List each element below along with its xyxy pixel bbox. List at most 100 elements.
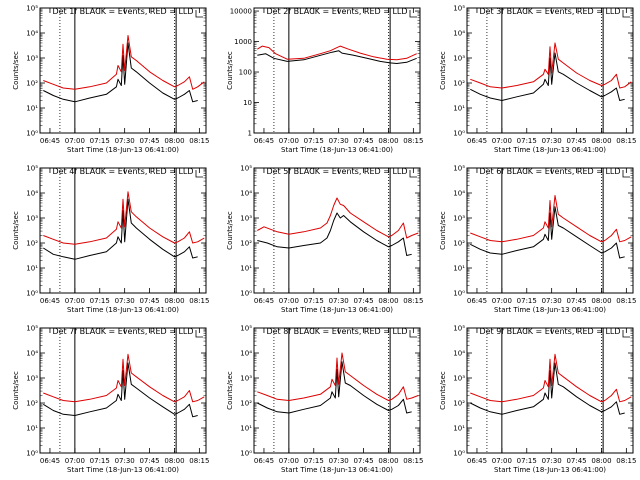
x-axis-label: Start Time (18-Jun-13 06:41:00) <box>281 146 393 154</box>
x-tick-label: 08:15 <box>616 297 636 305</box>
x-axis-label: Start Time (18-Jun-13 06:41:00) <box>67 306 179 314</box>
y-tick-label: 10⁰ <box>26 130 38 138</box>
y-tick-label: 10⁴ <box>453 30 465 38</box>
y-axis-label: Counts/sec <box>439 51 447 90</box>
y-tick-label: 1 <box>248 130 252 138</box>
y-tick-label: 10⁴ <box>26 190 38 198</box>
y-tick-label: 10⁴ <box>240 350 252 358</box>
y-tick-label: 10² <box>26 240 38 248</box>
lld-series-line <box>470 353 632 403</box>
panel-title: Det 4f BLACK = Events, RED = LLD <box>52 167 193 176</box>
y-axis-label: Counts/sec <box>12 51 20 90</box>
events-series-line <box>43 198 198 260</box>
events-series-line <box>257 212 412 256</box>
y-tick-label: 10 <box>243 99 252 107</box>
panel-title: Det 9f BLACK = Events, RED = LLD <box>479 327 620 336</box>
detector-panel-6: Det 6f BLACK = Events, RED = LLD 10⁰ 10¹ 10… <box>439 165 636 315</box>
y-tick-label: 10⁰ <box>453 290 465 298</box>
corner-marker <box>622 330 630 338</box>
lld-series-line <box>470 195 632 243</box>
x-tick-label: 06:45 <box>254 137 274 145</box>
plot-frame <box>39 7 207 134</box>
x-tick-label: 07:45 <box>139 297 159 305</box>
corner-marker <box>195 170 203 178</box>
y-tick-label: 10⁵ <box>26 5 38 13</box>
y-tick-label: 10² <box>453 240 465 248</box>
panel-title: Det 8f BLACK = Events, RED = LLD <box>266 327 407 336</box>
panel-title: Det 6f BLACK = Events, RED = LLD <box>479 167 620 176</box>
x-tick-label: 07:00 <box>492 297 512 305</box>
y-tick-label: 10³ <box>240 215 252 223</box>
detector-panel-3: Det 3f BLACK = Events, RED = LLD 10⁰ 10¹ 10… <box>439 5 636 155</box>
x-tick-label: 07:30 <box>542 457 562 465</box>
panel-title: Det 1f BLACK = Events, RED = LLD <box>52 7 193 16</box>
x-axis-label: Start Time (18-Jun-13 06:41:00) <box>67 146 179 154</box>
corner-marker <box>195 10 203 18</box>
y-tick-label: 10¹ <box>453 105 465 113</box>
events-series-line <box>470 206 625 259</box>
y-tick-label: 10³ <box>453 215 465 223</box>
events-series-line <box>257 50 417 64</box>
y-tick-label: 10¹ <box>26 265 38 273</box>
y-tick-label: 10² <box>453 80 465 88</box>
x-tick-label: 08:00 <box>378 137 398 145</box>
y-tick-label: 10⁰ <box>453 130 465 138</box>
x-tick-label: 07:00 <box>65 297 85 305</box>
y-tick-label: 10² <box>26 80 38 88</box>
y-tick-label: 10⁴ <box>26 30 38 38</box>
x-tick-label: 08:15 <box>403 297 423 305</box>
y-tick-label: 10⁰ <box>26 450 38 458</box>
y-tick-label: 10² <box>240 400 252 408</box>
y-axis-label: Counts/sec <box>12 211 20 250</box>
x-tick-label: 07:45 <box>353 457 373 465</box>
x-tick-label: 08:15 <box>616 137 636 145</box>
y-tick-label: 10⁴ <box>453 350 465 358</box>
x-tick-label: 07:30 <box>329 137 349 145</box>
plot-frame <box>466 167 634 294</box>
x-axis-label: Start Time (18-Jun-13 06:41:00) <box>494 146 606 154</box>
x-tick-label: 07:15 <box>90 457 110 465</box>
corner-marker <box>622 170 630 178</box>
x-tick-label: 08:15 <box>189 137 209 145</box>
y-axis-label: Counts/sec <box>226 51 234 90</box>
x-tick-label: 08:00 <box>378 297 398 305</box>
y-tick-label: 10⁴ <box>453 190 465 198</box>
x-tick-label: 08:00 <box>164 137 184 145</box>
x-tick-label: 07:45 <box>353 137 373 145</box>
x-tick-label: 08:00 <box>164 297 184 305</box>
x-tick-label: 07:15 <box>90 297 110 305</box>
x-tick-label: 07:45 <box>566 137 586 145</box>
y-tick-label: 10⁵ <box>453 165 465 173</box>
x-tick-label: 07:00 <box>279 457 299 465</box>
x-tick-label: 08:15 <box>189 297 209 305</box>
detector-panel-7: Det 7f BLACK = Events, RED = LLD 10⁰ 10¹ 10… <box>12 325 209 475</box>
x-tick-label: 07:30 <box>115 297 135 305</box>
x-tick-label: 07:45 <box>566 297 586 305</box>
x-tick-label: 08:15 <box>616 457 636 465</box>
x-tick-label: 07:00 <box>492 137 512 145</box>
x-tick-label: 07:45 <box>139 137 159 145</box>
x-tick-label: 07:15 <box>90 137 110 145</box>
corner-marker <box>409 170 417 178</box>
lld-series-line <box>257 352 419 401</box>
y-tick-label: 10³ <box>26 215 38 223</box>
detector-panel-9: Det 9f BLACK = Events, RED = LLD 10⁰ 10¹ 10… <box>439 325 636 475</box>
x-tick-label: 06:45 <box>467 137 487 145</box>
x-tick-label: 07:30 <box>115 457 135 465</box>
x-tick-label: 07:00 <box>65 137 85 145</box>
y-axis-label: Counts/sec <box>12 371 20 410</box>
x-tick-label: 07:00 <box>279 137 299 145</box>
x-tick-label: 07:15 <box>304 297 324 305</box>
y-tick-label: 10⁰ <box>240 290 252 298</box>
x-tick-label: 07:15 <box>304 457 324 465</box>
lld-series-line <box>257 45 417 61</box>
x-tick-label: 07:45 <box>139 457 159 465</box>
x-axis-label: Start Time (18-Jun-13 06:41:00) <box>281 306 393 314</box>
y-axis-label: Counts/sec <box>226 371 234 410</box>
y-tick-label: 10⁴ <box>240 190 252 198</box>
x-tick-label: 08:15 <box>403 457 423 465</box>
x-tick-label: 08:15 <box>189 457 209 465</box>
y-tick-label: 10⁵ <box>26 325 38 333</box>
lld-series-line <box>43 191 205 245</box>
panel-title: Det 5f BLACK = Events, RED = LLD <box>266 167 407 176</box>
